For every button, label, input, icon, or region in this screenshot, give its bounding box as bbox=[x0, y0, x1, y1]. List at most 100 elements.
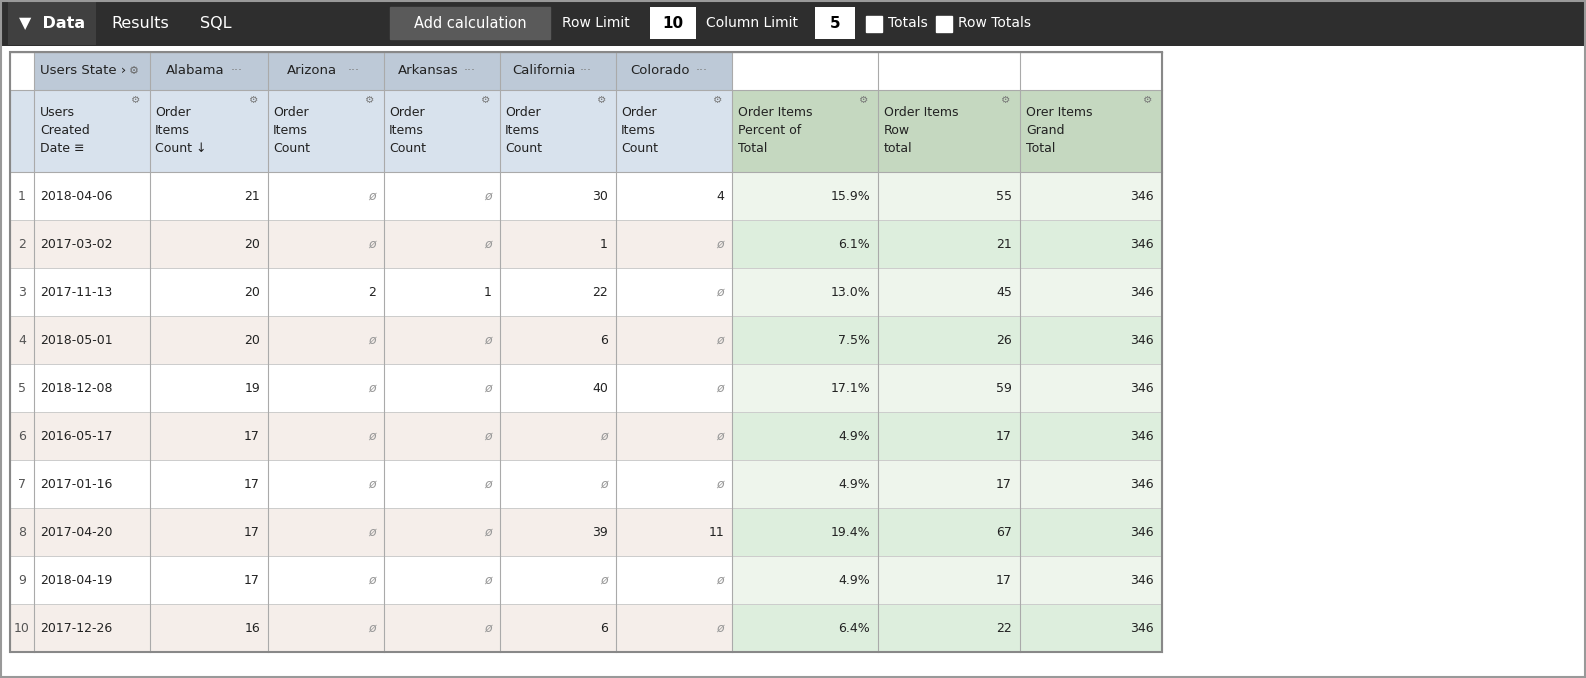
Text: 15.9%: 15.9% bbox=[829, 189, 871, 203]
Text: 6: 6 bbox=[600, 622, 607, 635]
Text: 21: 21 bbox=[996, 237, 1012, 250]
Bar bbox=[733, 268, 1163, 316]
Text: 2017-04-20: 2017-04-20 bbox=[40, 525, 113, 538]
Bar bbox=[0, 40, 1586, 52]
Text: Arkansas: Arkansas bbox=[398, 64, 458, 77]
Bar bbox=[10, 316, 33, 364]
Text: Order Items
Percent of
Total: Order Items Percent of Total bbox=[737, 106, 812, 155]
Text: ø: ø bbox=[601, 574, 607, 586]
Bar bbox=[733, 412, 1163, 460]
Text: 1: 1 bbox=[17, 189, 25, 203]
Text: 21: 21 bbox=[244, 189, 260, 203]
Text: Order
Items
Count: Order Items Count bbox=[504, 106, 542, 155]
Bar bbox=[33, 604, 733, 652]
Text: 19: 19 bbox=[244, 382, 260, 395]
Text: ⚙: ⚙ bbox=[128, 66, 140, 76]
Text: Order
Items
Count: Order Items Count bbox=[273, 106, 309, 155]
Text: 2017-12-26: 2017-12-26 bbox=[40, 622, 113, 635]
Text: ø: ø bbox=[717, 334, 723, 346]
Bar bbox=[733, 604, 1163, 652]
Text: 346: 346 bbox=[1131, 334, 1155, 346]
Text: 59: 59 bbox=[996, 382, 1012, 395]
Bar bbox=[650, 7, 696, 39]
Text: 346: 346 bbox=[1131, 477, 1155, 490]
Text: ⚙: ⚙ bbox=[482, 95, 490, 105]
Text: 7: 7 bbox=[17, 477, 25, 490]
Text: 6: 6 bbox=[17, 429, 25, 443]
Bar bbox=[733, 90, 1163, 172]
Bar bbox=[10, 172, 33, 220]
Text: 346: 346 bbox=[1131, 285, 1155, 298]
Text: 2017-03-02: 2017-03-02 bbox=[40, 237, 113, 250]
Text: Orer Items
Grand
Total: Orer Items Grand Total bbox=[1026, 106, 1093, 155]
Bar bbox=[33, 508, 733, 556]
Text: 2018-04-06: 2018-04-06 bbox=[40, 189, 113, 203]
Text: ⚙: ⚙ bbox=[860, 95, 869, 105]
Bar bbox=[10, 556, 33, 604]
Text: 346: 346 bbox=[1131, 189, 1155, 203]
Text: 20: 20 bbox=[244, 285, 260, 298]
Text: 4.9%: 4.9% bbox=[839, 477, 871, 490]
Text: 13.0%: 13.0% bbox=[829, 285, 871, 298]
Text: ø: ø bbox=[484, 622, 492, 635]
Text: ⚙: ⚙ bbox=[598, 95, 606, 105]
Text: 2018-04-19: 2018-04-19 bbox=[40, 574, 113, 586]
Text: ø: ø bbox=[484, 574, 492, 586]
Text: ⚙: ⚙ bbox=[132, 95, 141, 105]
Text: ø: ø bbox=[717, 285, 723, 298]
Text: Arizona: Arizona bbox=[287, 64, 338, 77]
Text: ø: ø bbox=[484, 429, 492, 443]
Text: 17: 17 bbox=[996, 574, 1012, 586]
Text: ø: ø bbox=[717, 622, 723, 635]
Text: ø: ø bbox=[484, 189, 492, 203]
Bar bbox=[33, 412, 733, 460]
Text: Column Limit: Column Limit bbox=[706, 16, 798, 30]
Text: Row Limit: Row Limit bbox=[561, 16, 630, 30]
Text: 7.5%: 7.5% bbox=[837, 334, 871, 346]
Bar bbox=[733, 460, 1163, 508]
Text: Users State ›: Users State › bbox=[40, 64, 127, 77]
Text: ⚙: ⚙ bbox=[249, 95, 259, 105]
Bar bbox=[10, 52, 33, 90]
Text: 19.4%: 19.4% bbox=[831, 525, 871, 538]
Text: ø: ø bbox=[368, 477, 376, 490]
Text: ⚙: ⚙ bbox=[1001, 95, 1010, 105]
Text: 17: 17 bbox=[244, 477, 260, 490]
Bar bbox=[815, 7, 855, 39]
Text: Add calculation: Add calculation bbox=[414, 16, 527, 31]
Text: 10: 10 bbox=[14, 622, 30, 635]
Text: 5: 5 bbox=[829, 16, 841, 31]
Text: 346: 346 bbox=[1131, 382, 1155, 395]
Text: ···: ··· bbox=[465, 64, 476, 77]
Text: ø: ø bbox=[601, 477, 607, 490]
Text: 8: 8 bbox=[17, 525, 25, 538]
Bar bbox=[10, 364, 33, 412]
Text: 4: 4 bbox=[17, 334, 25, 346]
Bar bbox=[0, 46, 1586, 52]
Text: SQL: SQL bbox=[200, 16, 232, 31]
Text: 45: 45 bbox=[996, 285, 1012, 298]
Text: 346: 346 bbox=[1131, 622, 1155, 635]
Text: ø: ø bbox=[601, 429, 607, 443]
Bar bbox=[10, 460, 33, 508]
Bar bbox=[390, 7, 550, 39]
Text: 10: 10 bbox=[663, 16, 684, 31]
Bar bbox=[733, 316, 1163, 364]
Text: 17.1%: 17.1% bbox=[829, 382, 871, 395]
Bar bbox=[733, 364, 1163, 412]
Text: Order
Items
Count: Order Items Count bbox=[622, 106, 658, 155]
Text: 17: 17 bbox=[244, 429, 260, 443]
Text: 346: 346 bbox=[1131, 429, 1155, 443]
Text: ···: ··· bbox=[347, 64, 360, 77]
Text: 2018-05-01: 2018-05-01 bbox=[40, 334, 113, 346]
Text: ø: ø bbox=[484, 237, 492, 250]
Bar bbox=[10, 604, 33, 652]
Text: California: California bbox=[512, 64, 576, 77]
Text: 2017-01-16: 2017-01-16 bbox=[40, 477, 113, 490]
Text: Order
Items
Count ↓: Order Items Count ↓ bbox=[155, 106, 206, 155]
Bar bbox=[10, 220, 33, 268]
Text: 2017-11-13: 2017-11-13 bbox=[40, 285, 113, 298]
Text: 17: 17 bbox=[996, 429, 1012, 443]
Text: 2016-05-17: 2016-05-17 bbox=[40, 429, 113, 443]
Bar bbox=[733, 556, 1163, 604]
